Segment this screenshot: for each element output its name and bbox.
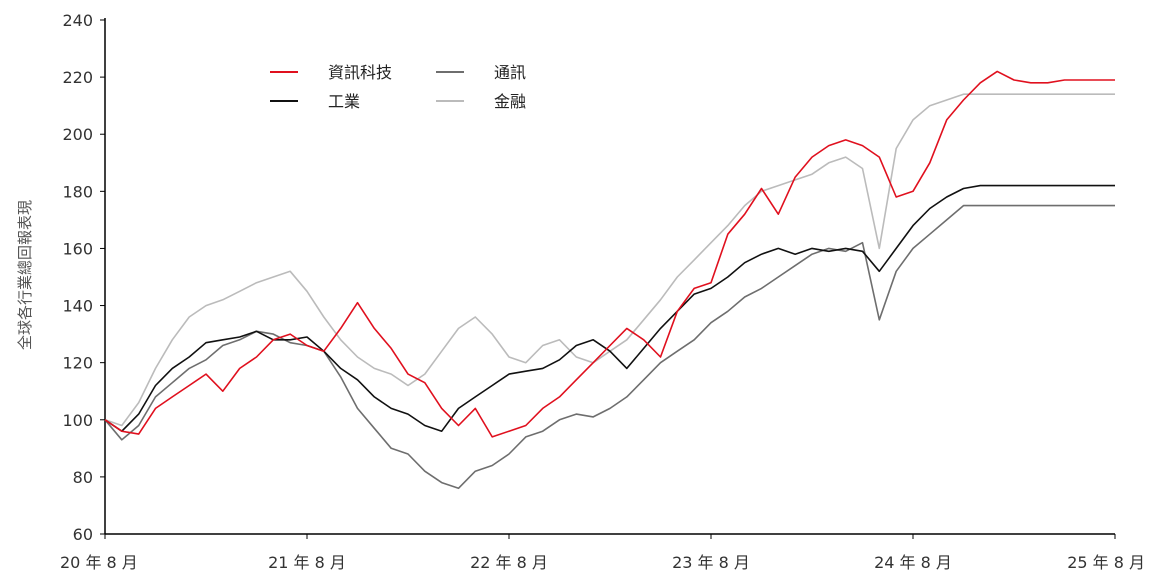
x-tick-label: 22 年 8 月: [470, 553, 548, 572]
y-tick-label: 60: [73, 525, 93, 544]
legend-label: 工業: [328, 92, 360, 111]
series-line-4: [104, 93, 1115, 427]
y-tick-label: 120: [62, 354, 93, 373]
legend-label: 通訊: [494, 63, 526, 82]
x-tick-label: 20 年 8 月: [60, 553, 138, 572]
series-line-3: [104, 184, 1115, 432]
x-tick-label: 21 年 8 月: [268, 553, 346, 572]
x-tick-label: 24 年 8 月: [874, 553, 952, 572]
series-line-2: [104, 204, 1115, 490]
y-tick-label: 240: [62, 11, 93, 30]
y-axis: 60 80 100 120 140 160 180 200 220 240: [62, 11, 106, 544]
y-tick-label: 200: [62, 125, 93, 144]
x-tick-label: 25 年 8 月: [1067, 553, 1145, 572]
x-tick-label: 23 年 8 月: [672, 553, 750, 572]
plot-area: [104, 70, 1115, 490]
legend-label: 資訊科技: [328, 63, 392, 82]
y-tick-label: 80: [73, 468, 93, 487]
y-tick-label: 160: [62, 239, 93, 258]
series-line-1: [104, 70, 1115, 438]
y-tick-label: 220: [62, 68, 93, 87]
y-tick-label: 100: [62, 411, 93, 430]
y-tick-label: 180: [62, 182, 93, 201]
legend-label: 金融: [494, 92, 526, 111]
y-tick-label: 140: [62, 297, 93, 316]
y-axis-label: 全球各行業總回報表現: [16, 200, 34, 350]
x-axis: 20 年 8 月 21 年 8 月 22 年 8 月 23 年 8 月 24 年 8 月…: [60, 533, 1145, 572]
